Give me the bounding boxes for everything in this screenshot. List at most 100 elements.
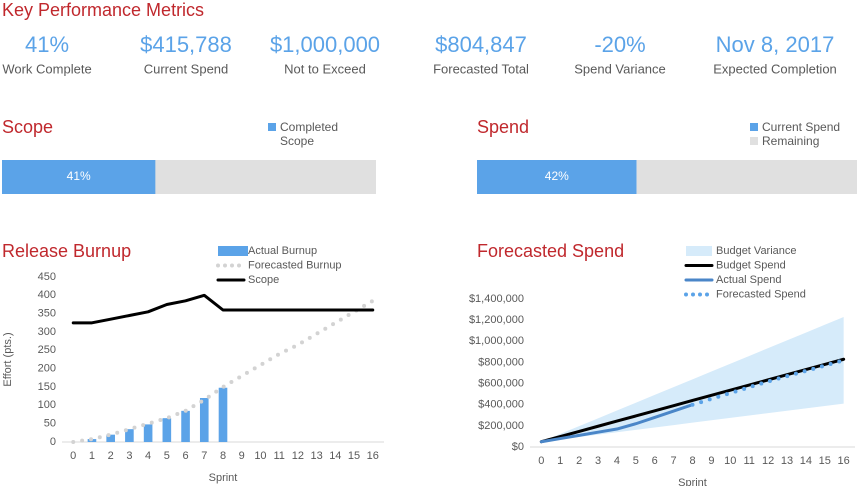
y-tick-label: $1,200,000 [469,314,524,326]
kpi-value: -20% [594,32,645,57]
x-tick-label: 11 [273,450,284,462]
x-tick-label: 12 [292,450,304,462]
x-tick-label: 6 [652,455,658,467]
x-tick-label: 15 [819,455,831,467]
legend-label: Completed Scope [280,120,339,148]
x-tick-label: 7 [671,455,677,467]
legend-label: Current Spend [762,120,841,134]
legend-item: Current Spend [762,120,841,134]
y-tick-label: $0 [512,441,524,453]
y-tick-label: $600,000 [478,377,524,389]
line [539,357,846,444]
x-tick-label: 3 [595,455,601,467]
kpi-label: Expected Completion [713,61,837,76]
legend-label: Forecasted Spend [716,288,806,300]
bar [199,398,209,442]
y-tick-label: 200 [38,363,56,375]
kpi-label: Work Complete [2,61,91,76]
chart-title: Forecasted Spend [477,241,624,261]
y-tick-label: $800,000 [478,356,524,368]
x-tick-label: 10 [254,450,266,462]
line [71,293,375,325]
y-tick-label: $1,400,000 [469,293,524,305]
legend-swatch [750,137,758,145]
x-tick-label: 9 [708,455,714,467]
kpi-label: Not to Exceed [284,61,366,76]
line [539,403,694,444]
bar-label: 42% [545,169,569,183]
x-tick-label: 14 [329,450,341,462]
x-tick-label: 13 [781,455,793,467]
y-tick-label: 300 [38,326,56,338]
x-tick-label: 1 [89,450,95,462]
legend-swatch [686,246,712,256]
chart-title: Scope [2,117,53,137]
y-tick-label: 400 [38,289,56,301]
legend-label: Forecasted Burnup [248,259,342,271]
x-tick-label: 2 [108,450,114,462]
y-tick-label: 50 [44,418,56,430]
x-axis-title: Sprint [209,472,238,484]
legend-label: Remaining [762,134,820,148]
page-title: Key Performance Metrics [2,0,204,20]
progress-bar [636,160,857,194]
x-tick-label: 4 [145,450,151,462]
x-tick-label: 6 [182,450,188,462]
x-tick-label: 5 [633,455,639,467]
y-tick-label: 100 [38,399,56,411]
x-tick-label: 11 [743,455,754,467]
bar [106,434,115,442]
x-tick-label: 0 [538,455,544,467]
x-tick-label: 16 [367,450,379,462]
x-tick-label: 4 [614,455,620,467]
y-tick-label: 0 [50,436,56,448]
x-tick-label: 5 [164,450,170,462]
y-tick-label: 150 [38,381,56,393]
kpi-label: Spend Variance [574,61,666,76]
progress-bar [2,160,156,194]
bar-label: 41% [67,169,91,183]
bar [218,387,228,442]
kpi-value: $1,000,000 [270,32,380,57]
x-tick-label: 16 [838,455,850,467]
x-tick-label: 7 [201,450,207,462]
y-tick-label: $200,000 [478,420,524,432]
legend-swatch [750,123,758,131]
kpi-value: Nov 8, 2017 [716,32,835,57]
y-tick-label: $400,000 [478,399,524,411]
chart-title: Release Burnup [2,241,131,261]
legend-label: Budget Spend [716,259,786,271]
x-tick-label: 0 [70,450,76,462]
bar [162,418,172,442]
x-tick-label: 14 [800,455,812,467]
kpi-label: Current Spend [144,61,229,76]
bar [125,429,134,442]
legend-item: Completed Scope [280,120,339,148]
legend-label: Scope [248,274,279,286]
band [541,316,844,442]
progress-bar [477,160,637,194]
line [71,298,375,444]
y-tick-label: $1,000,000 [469,335,524,347]
x-tick-label: 2 [576,455,582,467]
x-tick-label: 12 [762,455,774,467]
legend-label: Actual Burnup [248,245,317,257]
bar [181,410,190,442]
line [690,358,846,407]
kpi-value: 41% [25,32,69,57]
x-tick-label: 13 [310,450,322,462]
y-tick-label: 250 [38,344,56,356]
x-tick-label: 3 [126,450,132,462]
legend-item: Remaining [762,134,820,148]
y-tick-label: 450 [38,271,56,283]
x-axis-title: Sprint [678,477,707,486]
bar [143,424,153,442]
x-tick-label: 9 [239,450,245,462]
chart-title: Spend [477,117,529,137]
legend-label: Actual Spend [716,274,781,286]
kpi-label: Forecasted Total [433,61,529,76]
legend-swatch [218,246,248,256]
x-tick-label: 15 [348,450,360,462]
legend-label: Budget Variance [716,245,797,257]
